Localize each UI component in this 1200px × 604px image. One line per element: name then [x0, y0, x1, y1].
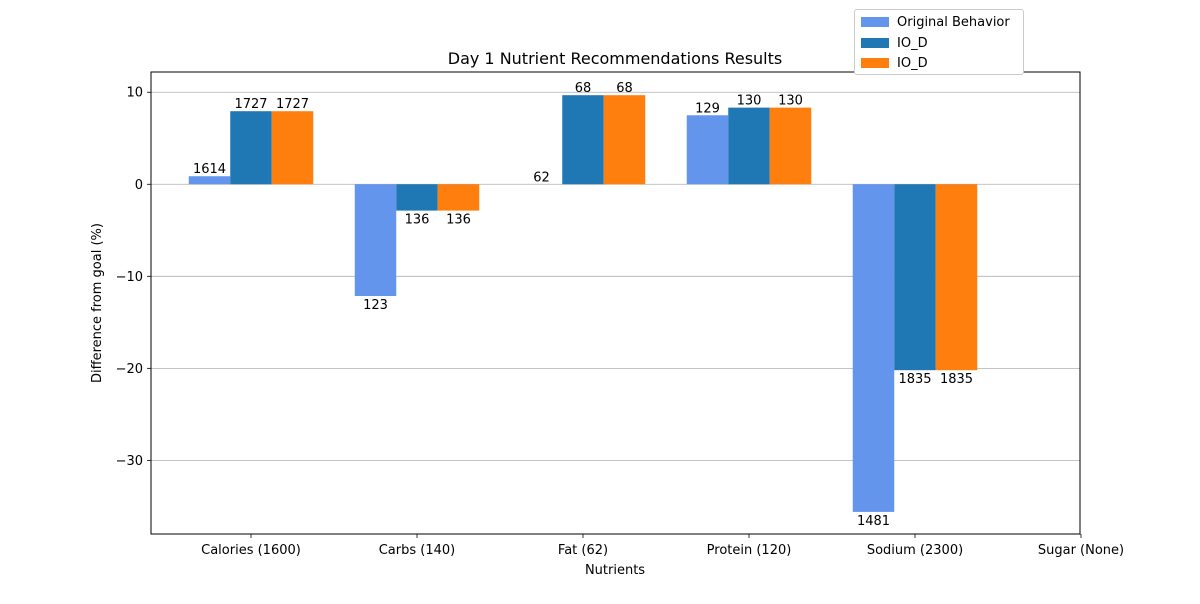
bars — [188, 95, 978, 512]
x-tick-label: Calories (1600) — [201, 543, 301, 558]
y-tick-label: −20 — [116, 362, 143, 377]
bar-original — [852, 184, 895, 512]
bar-io-d-blue — [230, 111, 272, 185]
data-labels: 1614 123 62 129 1481 1727 136 68 130 1835 1727 136 6… — [193, 81, 973, 529]
legend: Original Behavior IO_D IO_D — [854, 9, 1024, 75]
legend-entry-io-d-orange: IO_D — [861, 53, 928, 73]
bar-io-d-blue — [562, 95, 604, 185]
bar-io-d-blue — [894, 184, 936, 371]
bar-value-label: 1481 — [857, 514, 890, 529]
x-tick-label: Sodium (2300) — [867, 543, 963, 558]
y-tick-label: −30 — [116, 454, 143, 469]
legend-label-io-d-orange: IO_D — [897, 55, 928, 71]
bar-value-label: 62 — [533, 170, 550, 185]
x-tick-label: Carbs (140) — [379, 543, 456, 558]
bar-value-label: 129 — [695, 101, 720, 116]
bar-value-label: 123 — [363, 298, 388, 313]
bar-original — [686, 115, 729, 185]
chart-title: Day 1 Nutrient Recommendations Results — [448, 49, 782, 68]
x-axis-label: Nutrients — [585, 563, 645, 578]
axes: 10 0 −10 −20 −30 Calories (1600) Carbs (140) Fa… — [116, 71, 1124, 558]
x-tick-label: Protein (120) — [707, 543, 792, 558]
bar-value-label: 136 — [446, 213, 471, 228]
bar-original — [354, 184, 397, 297]
bar-io-d-orange — [603, 95, 646, 185]
bar-value-label: 1727 — [276, 97, 309, 112]
y-tick-label: 0 — [135, 178, 143, 193]
bar-value-label: 130 — [778, 94, 803, 109]
y-axis-label: Difference from goal (%) — [90, 223, 105, 383]
bar-io-d-blue — [396, 184, 438, 211]
plot-frame — [150, 71, 1081, 535]
legend-label-original-behavior: Original Behavior — [897, 14, 1010, 30]
legend-swatch-original-behavior — [861, 17, 889, 27]
bar-value-label: 1614 — [193, 162, 226, 177]
bar-value-label: 1835 — [940, 372, 973, 387]
bar-original — [188, 176, 231, 185]
bar-io-d-orange — [437, 184, 480, 211]
bar-value-label: 130 — [737, 94, 762, 109]
bar-io-d-blue — [728, 107, 770, 185]
x-tick-label: Sugar (None) — [1038, 543, 1124, 558]
legend-entry-io-d-blue: IO_D — [861, 33, 928, 53]
bar-value-label: 68 — [575, 81, 592, 96]
y-tick-label: −10 — [116, 270, 143, 285]
bar-io-d-orange — [935, 184, 978, 371]
bar-io-d-orange — [271, 111, 314, 185]
x-tick-label: Fat (62) — [558, 543, 608, 558]
bar-value-label: 1727 — [234, 97, 267, 112]
y-tick-label: 10 — [126, 86, 143, 101]
bar-value-label: 1835 — [898, 372, 931, 387]
legend-label-io-d-blue: IO_D — [897, 35, 928, 51]
bar-value-label: 68 — [616, 81, 633, 96]
legend-swatch-io-d-orange — [861, 58, 889, 68]
bar-io-d-orange — [769, 107, 812, 185]
bar-value-label: 136 — [405, 213, 430, 228]
legend-swatch-io-d-blue — [861, 38, 889, 48]
legend-entry-original-behavior: Original Behavior — [861, 12, 1010, 32]
